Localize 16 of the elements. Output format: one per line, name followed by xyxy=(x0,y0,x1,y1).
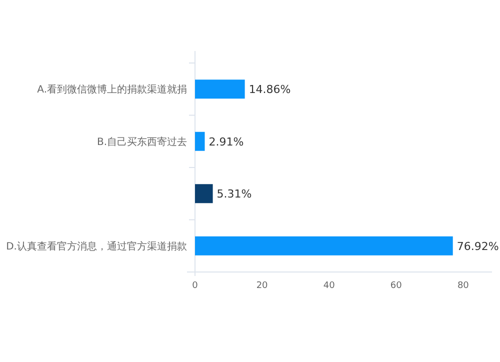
x-tick-label: 20 xyxy=(256,281,268,291)
bar xyxy=(195,132,205,151)
data-label: 5.31% xyxy=(216,188,252,201)
x-tick-label: 40 xyxy=(323,281,336,291)
y-tick-label: D.认真查看官方消息，通过官方渠道捐款 xyxy=(6,240,187,252)
x-tick-label: 80 xyxy=(457,281,470,291)
y-tick-label: A.看到微信微博上的捐款渠道就捐 xyxy=(37,84,187,96)
x-tick-label: 60 xyxy=(390,281,402,291)
bar xyxy=(195,184,213,204)
bar xyxy=(195,236,453,256)
data-label: 2.91% xyxy=(208,135,244,148)
x-tick-label: 0 xyxy=(192,281,198,291)
data-label: 14.86% xyxy=(248,83,291,96)
bar xyxy=(195,80,245,99)
data-label: 76.92% xyxy=(456,240,499,253)
y-tick-label: B.自己买东西寄过去 xyxy=(96,136,187,148)
